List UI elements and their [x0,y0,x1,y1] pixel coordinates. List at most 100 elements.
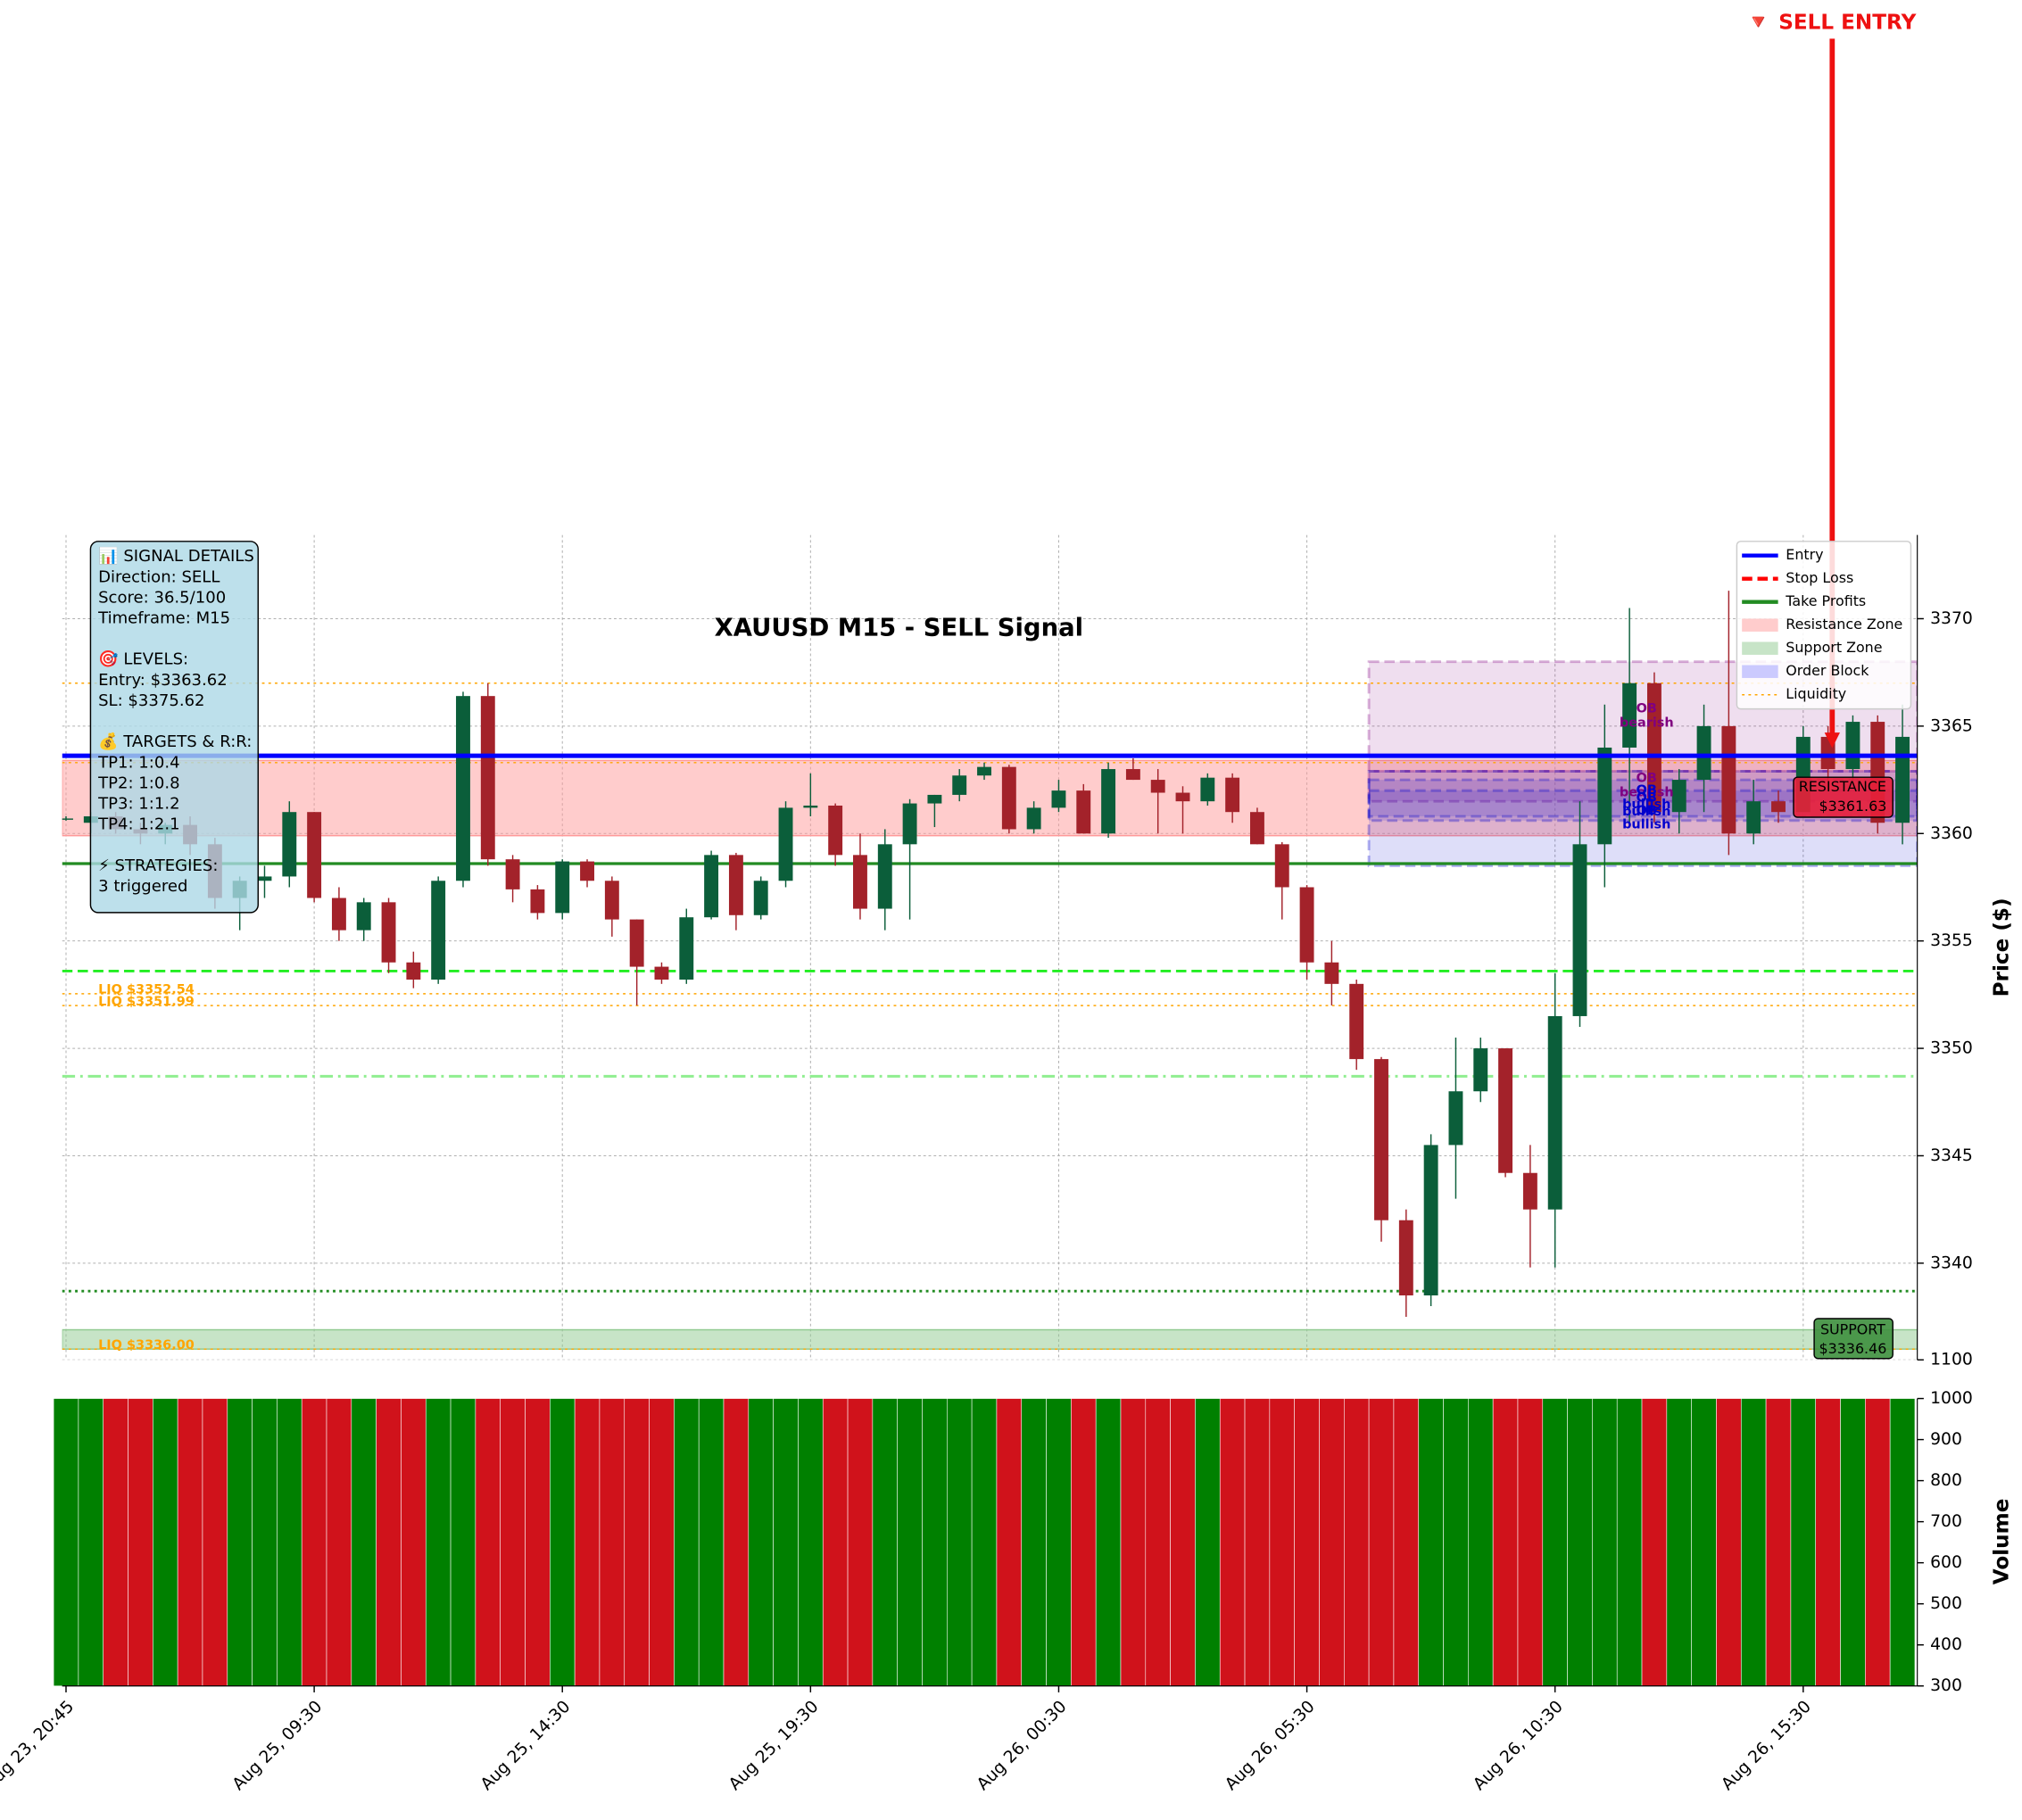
volume-bar [674,1398,700,1687]
volume-bar [550,1398,576,1687]
x-tick-label: Aug 25, 09:30 [229,1698,327,1795]
volume-bar [1815,1398,1841,1687]
candle-body [62,818,73,820]
volume-bar [1244,1398,1271,1687]
volume-bar [897,1398,923,1687]
volume-bar [1170,1398,1196,1687]
candle-body [580,861,594,881]
volume-bar [1592,1398,1618,1687]
signal-line: 📊 SIGNAL DETAILS [98,546,254,566]
candle-body [282,812,297,877]
candle-body [679,917,694,980]
sell-arrow-head [1824,732,1840,749]
volume-bar [1666,1398,1692,1687]
volume-bar [227,1398,253,1687]
y-tick-label: 3345 [1930,1146,1973,1165]
signal-line: TP3: 1:1.2 [97,795,179,814]
candle-body [1076,790,1091,834]
candle-body [1448,1091,1463,1146]
candle-body [1175,792,1190,802]
candle-body [1622,682,1637,748]
candle-body [431,881,446,980]
volume-bar [202,1398,228,1687]
candle-body [877,844,892,909]
support-zone [62,1328,1918,1350]
candle-body [1026,807,1041,830]
sell-entry-annotation: 🔻 SELL ENTRY [1745,12,1916,35]
volume-bar [301,1398,327,1687]
candle-body [1845,722,1860,770]
candle-body [1001,766,1016,830]
candle-body [530,889,545,914]
volume-tick-label: 500 [1930,1594,1962,1613]
volume-bar [252,1398,278,1687]
order-block-kind: bullish [1622,805,1670,819]
volume-bar [1517,1398,1544,1687]
volume-bar [128,1398,153,1687]
signal-line: TP4: 1:2.1 [97,815,179,834]
volume-bar [624,1398,650,1687]
volume-bar [525,1398,551,1687]
volume-bar [1195,1398,1221,1687]
volume-bar [1740,1398,1767,1687]
volume-bar [1021,1398,1047,1687]
volume-bar [500,1398,526,1687]
candle-body [1299,887,1314,963]
y-tick-label: 3350 [1930,1039,1973,1058]
candle-body [1349,983,1364,1060]
volume-bar [326,1398,352,1687]
volume-bar [996,1398,1023,1687]
volume-bar [798,1398,824,1687]
volume-bar [847,1398,874,1687]
volume-bar [1319,1398,1345,1687]
volume-tick-label: 400 [1930,1635,1962,1654]
support-price: $3336.46 [1819,1340,1887,1357]
order-block-kind: bullish [1622,798,1670,812]
x-tick-label: Aug 26, 00:30 [974,1698,1071,1795]
x-tick-label: Aug 26, 15:30 [1718,1698,1815,1795]
legend-swatch [1742,618,1778,632]
volume-bar [1294,1398,1320,1687]
candle-body [1572,844,1587,1016]
candle-body [828,805,843,856]
volume-tick-label: 1000 [1930,1389,1973,1408]
candle-body [406,962,421,980]
candle-body [505,859,520,889]
volume-bar [1865,1398,1891,1687]
candle-body [1423,1145,1438,1295]
volume-bar [1765,1398,1792,1687]
volume-bar [1443,1398,1469,1687]
legend-swatch [1742,641,1778,655]
candle-body [1398,1220,1413,1295]
order-block-kind: bearish [1620,786,1674,800]
candle-body [927,794,942,804]
candle-body [1200,777,1215,802]
order-block-kind: bullish [1622,818,1670,832]
volume-bar [475,1398,501,1687]
volume-tick-label: 600 [1930,1553,1962,1572]
volume-bar [1641,1398,1668,1687]
volume-bar [1418,1398,1444,1687]
liquidity-label: LIQ $3351.99 [98,995,195,1009]
volume-bar [401,1398,427,1687]
legend-label: Take Profits [1785,592,1866,609]
legend-label: Liquidity [1786,685,1846,702]
resistance-price: $3361.63 [1819,798,1887,815]
candle-body [480,696,495,860]
volume-bar [1468,1398,1494,1687]
legend-label: Stop Loss [1786,569,1853,586]
volume-bar [947,1398,973,1687]
y-tick-label: 3355 [1930,931,1973,950]
candle-body [1324,962,1339,984]
signal-line: 🎯 LEVELS: [98,650,188,669]
volume-tick-label: 800 [1930,1471,1962,1490]
candle-body [753,881,768,915]
volume-bar [1691,1398,1717,1687]
candle-body [952,775,967,795]
support-label: SUPPORT [1820,1320,1885,1337]
candle-body [1101,769,1116,834]
volume-bar [103,1398,128,1687]
volume-bar [1219,1398,1246,1687]
x-tick-label: Aug 26, 10:30 [1470,1698,1567,1795]
